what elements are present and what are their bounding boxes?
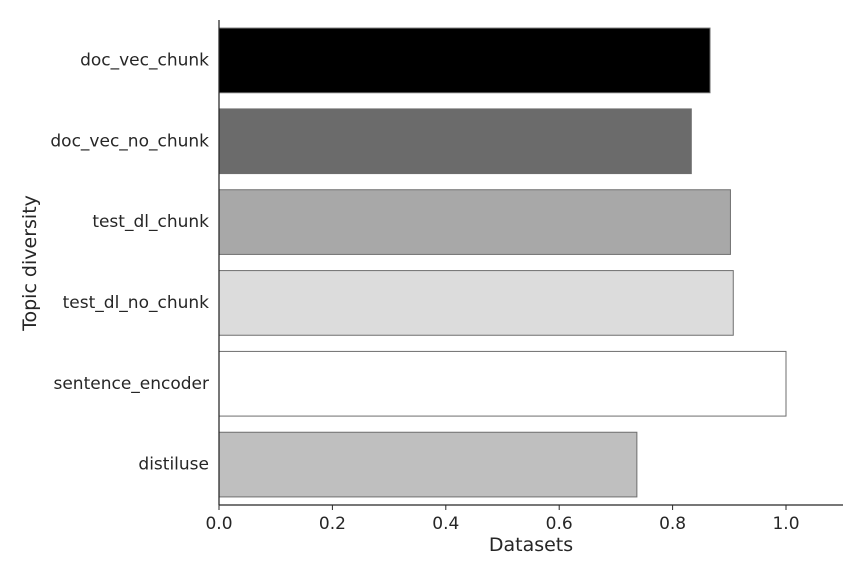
bar-doc_vec_no_chunk (218, 108, 692, 175)
y-tick-label: doc_vec_chunk (80, 50, 209, 70)
y-axis-label: Topic diversity (19, 195, 41, 332)
x-tick-label: 0.2 (319, 514, 346, 534)
x-ticks: 0.0 0.2 0.4 0.6 0.8 1.0 (205, 505, 800, 534)
bars-group (218, 27, 787, 498)
x-tick-label: 0.6 (546, 514, 573, 534)
x-tick-label: 1.0 (772, 514, 799, 534)
y-tick-label: distiluse (138, 455, 209, 475)
bar-distiluse (218, 431, 638, 498)
x-tick-label: 0.4 (432, 514, 459, 534)
bar-test_dl_no_chunk (218, 270, 734, 336)
x-axis-label: Datasets (489, 534, 573, 556)
x-tick-label: 0.8 (659, 514, 686, 534)
y-tick-label: test_dl_no_chunk (63, 293, 210, 313)
bar-doc_vec_chunk (218, 27, 711, 94)
y-tick-label: doc_vec_no_chunk (50, 131, 209, 151)
y-tick-label: test_dl_chunk (92, 212, 209, 232)
bar-sentence_encoder (218, 350, 787, 417)
y-tick-labels: doc_vec_chunk doc_vec_no_chunk test_dl_chu… (50, 50, 209, 474)
bar-test_dl_chunk (218, 189, 731, 255)
x-tick-label: 0.0 (205, 514, 232, 534)
y-tick-label: sentence_encoder (53, 374, 209, 394)
